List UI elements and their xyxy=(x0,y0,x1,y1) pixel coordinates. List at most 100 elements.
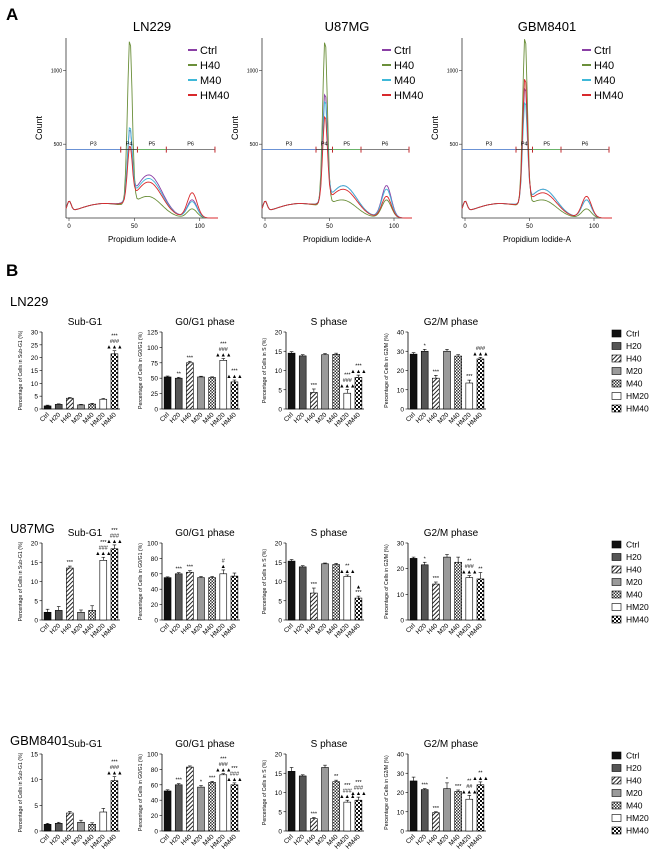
significance-mark: *** xyxy=(355,590,362,596)
legend-label-hm20: HM20 xyxy=(626,602,649,612)
bar-hm40 xyxy=(476,578,485,621)
bar-chart-y-label: Percentage of Cells in S (%) xyxy=(262,760,268,825)
bar-chart-gbm8401-2: S phase Percentage of Cells in S (%) 0 5 10 1… xyxy=(262,739,367,851)
bar-ctrl xyxy=(287,560,296,621)
bar-hm40 xyxy=(476,784,485,832)
histogram-y-tick-label: 1000 xyxy=(51,68,62,74)
bar-chart-y-tick-label: 0 xyxy=(400,829,404,836)
bar-chart-y-tick-label: 15 xyxy=(275,560,283,567)
significance-mark: *** xyxy=(344,783,351,789)
significance-mark: ▲▲▲ xyxy=(215,352,231,358)
legend-label-hm40: HM40 xyxy=(626,615,649,625)
legend-swatch-ctrl xyxy=(611,329,622,338)
bar-chart-y-tick-label: 60 xyxy=(151,571,159,578)
bar-chart-y-tick-label: 10 xyxy=(397,809,405,816)
bar-chart-y-tick-label: 0 xyxy=(278,829,282,836)
bar-chart-ln229-0: Sub-G1 Percentage of Cells in Sub-G1 (%) 0… xyxy=(18,317,123,429)
histogram-x-tick-label: 0 xyxy=(263,224,267,230)
histogram-x-label: Propidium Iodide-A xyxy=(303,235,372,244)
bar-hm20 xyxy=(99,398,108,410)
bar-hm20 xyxy=(343,801,352,832)
gate-label-p5: P5 xyxy=(343,142,350,148)
significance-mark: ▲▲▲ xyxy=(339,569,355,575)
significance-mark: ▲▲▲ xyxy=(215,768,231,774)
histogram-y-tick-label: 1000 xyxy=(447,68,458,74)
bar-hm20 xyxy=(465,382,474,410)
significance-mark: ▲ xyxy=(221,564,226,570)
bar-chart-y-label: Percentage of Cells in G0/G1 (%) xyxy=(138,543,144,620)
histogram-y-tick-label: 500 xyxy=(54,142,63,148)
bar-m20 xyxy=(321,563,329,621)
significance-mark: * xyxy=(424,343,427,349)
histogram-legend-label-m40: M40 xyxy=(394,75,415,87)
bar-chart-y-tick-label: 40 xyxy=(397,752,405,759)
significance-mark: *** xyxy=(355,364,362,370)
significance-mark: ### xyxy=(354,786,364,792)
significance-mark: *** xyxy=(311,383,318,389)
bar-legend-ln229: Ctrl H20 H40 M20 M40 HM20 HM40 xyxy=(611,329,649,414)
bar-chart-y-label: Percentage of Cells in Sub-G1 (%) xyxy=(18,752,24,832)
significance-mark: ### xyxy=(343,378,353,384)
bar-chart-y-tick-label: 10 xyxy=(31,381,39,388)
significance-mark: *** xyxy=(220,341,227,347)
histogram-y-label: Count xyxy=(34,116,44,141)
bar-chart-u87mg-0: Sub-G1 Percentage of Cells in Sub-G1 (%) 0… xyxy=(18,528,123,640)
legend-swatch-ctrl xyxy=(611,540,622,549)
histogram-curve-ctrl xyxy=(461,87,612,219)
histogram-title: U87MG xyxy=(325,19,370,34)
significance-mark: *** xyxy=(455,784,462,790)
significance-mark: ▲▲▲ xyxy=(350,369,366,375)
bar-h20 xyxy=(174,573,183,621)
bar-chart-y-tick-label: 15 xyxy=(31,752,39,759)
significance-mark: *** xyxy=(111,334,118,340)
legend-swatch-hm20 xyxy=(611,603,622,611)
bar-chart-y-tick-label: 0 xyxy=(154,407,158,414)
bar-x-tick-label: H20 xyxy=(49,411,63,425)
bar-x-tick-label: H40 xyxy=(180,622,194,636)
bar-m20 xyxy=(197,786,205,832)
significance-mark: ▲▲▲ xyxy=(339,794,355,800)
bar-chart-y-tick-label: 10 xyxy=(397,592,405,599)
significance-mark: ▲▲▲ xyxy=(472,351,488,357)
legend-swatch-hm20 xyxy=(611,392,622,400)
significance-mark: *** xyxy=(209,775,216,781)
bar-hm20 xyxy=(465,577,474,621)
histogram-legend-label-hm40: HM40 xyxy=(594,90,623,102)
bar-chart-y-tick-label: 30 xyxy=(31,330,39,337)
histogram-y-tick-label: 1000 xyxy=(247,68,258,74)
bar-x-tick-label: H40 xyxy=(426,622,440,636)
bar-chart-y-tick-label: 30 xyxy=(397,349,405,356)
bar-chart-y-tick-label: 10 xyxy=(275,368,283,375)
bar-hm40 xyxy=(476,358,485,410)
bar-chart-title: G0/G1 phase xyxy=(175,739,235,750)
legend-swatch-m40 xyxy=(611,590,622,599)
bar-h20 xyxy=(298,566,307,621)
bar-h20 xyxy=(298,775,307,832)
histogram-y-tick-label: 500 xyxy=(450,142,459,148)
bar-hm20 xyxy=(343,576,352,621)
significance-mark: ### xyxy=(230,771,240,777)
significance-mark: ** xyxy=(467,559,472,565)
bar-chart-y-tick-label: 0 xyxy=(154,618,158,625)
bar-x-tick-label: H20 xyxy=(293,833,307,847)
significance-mark: ### xyxy=(219,347,229,353)
bar-chart-title: G2/M phase xyxy=(424,528,479,539)
bar-chart-y-tick-label: 25 xyxy=(31,342,39,349)
bar-hm20 xyxy=(219,774,228,832)
bar-chart-y-tick-label: 0 xyxy=(34,618,38,625)
bar-x-tick-label: H20 xyxy=(169,833,183,847)
significance-mark: ▲▲▲ xyxy=(339,383,355,389)
histogram-gbm8401: GBM8401 500 1000 0 50 100 Propidium Iodide-A Co… xyxy=(430,19,623,244)
bar-chart-y-tick-label: 5 xyxy=(278,809,282,816)
gate-label-p3: P3 xyxy=(486,142,493,148)
histogram-y-label: Count xyxy=(230,116,240,141)
significance-mark: *** xyxy=(422,783,429,789)
histogram-curve-hm40 xyxy=(461,79,612,219)
bar-chart-y-tick-label: 15 xyxy=(275,349,283,356)
legend-swatch-m20 xyxy=(611,789,622,797)
significance-mark: ** xyxy=(177,371,182,377)
histogram-x-label: Propidium Iodide-A xyxy=(503,235,572,244)
bar-legend-gbm8401: Ctrl H20 H40 M20 M40 HM20 HM40 xyxy=(611,751,649,836)
legend-swatch-ctrl xyxy=(611,751,622,760)
